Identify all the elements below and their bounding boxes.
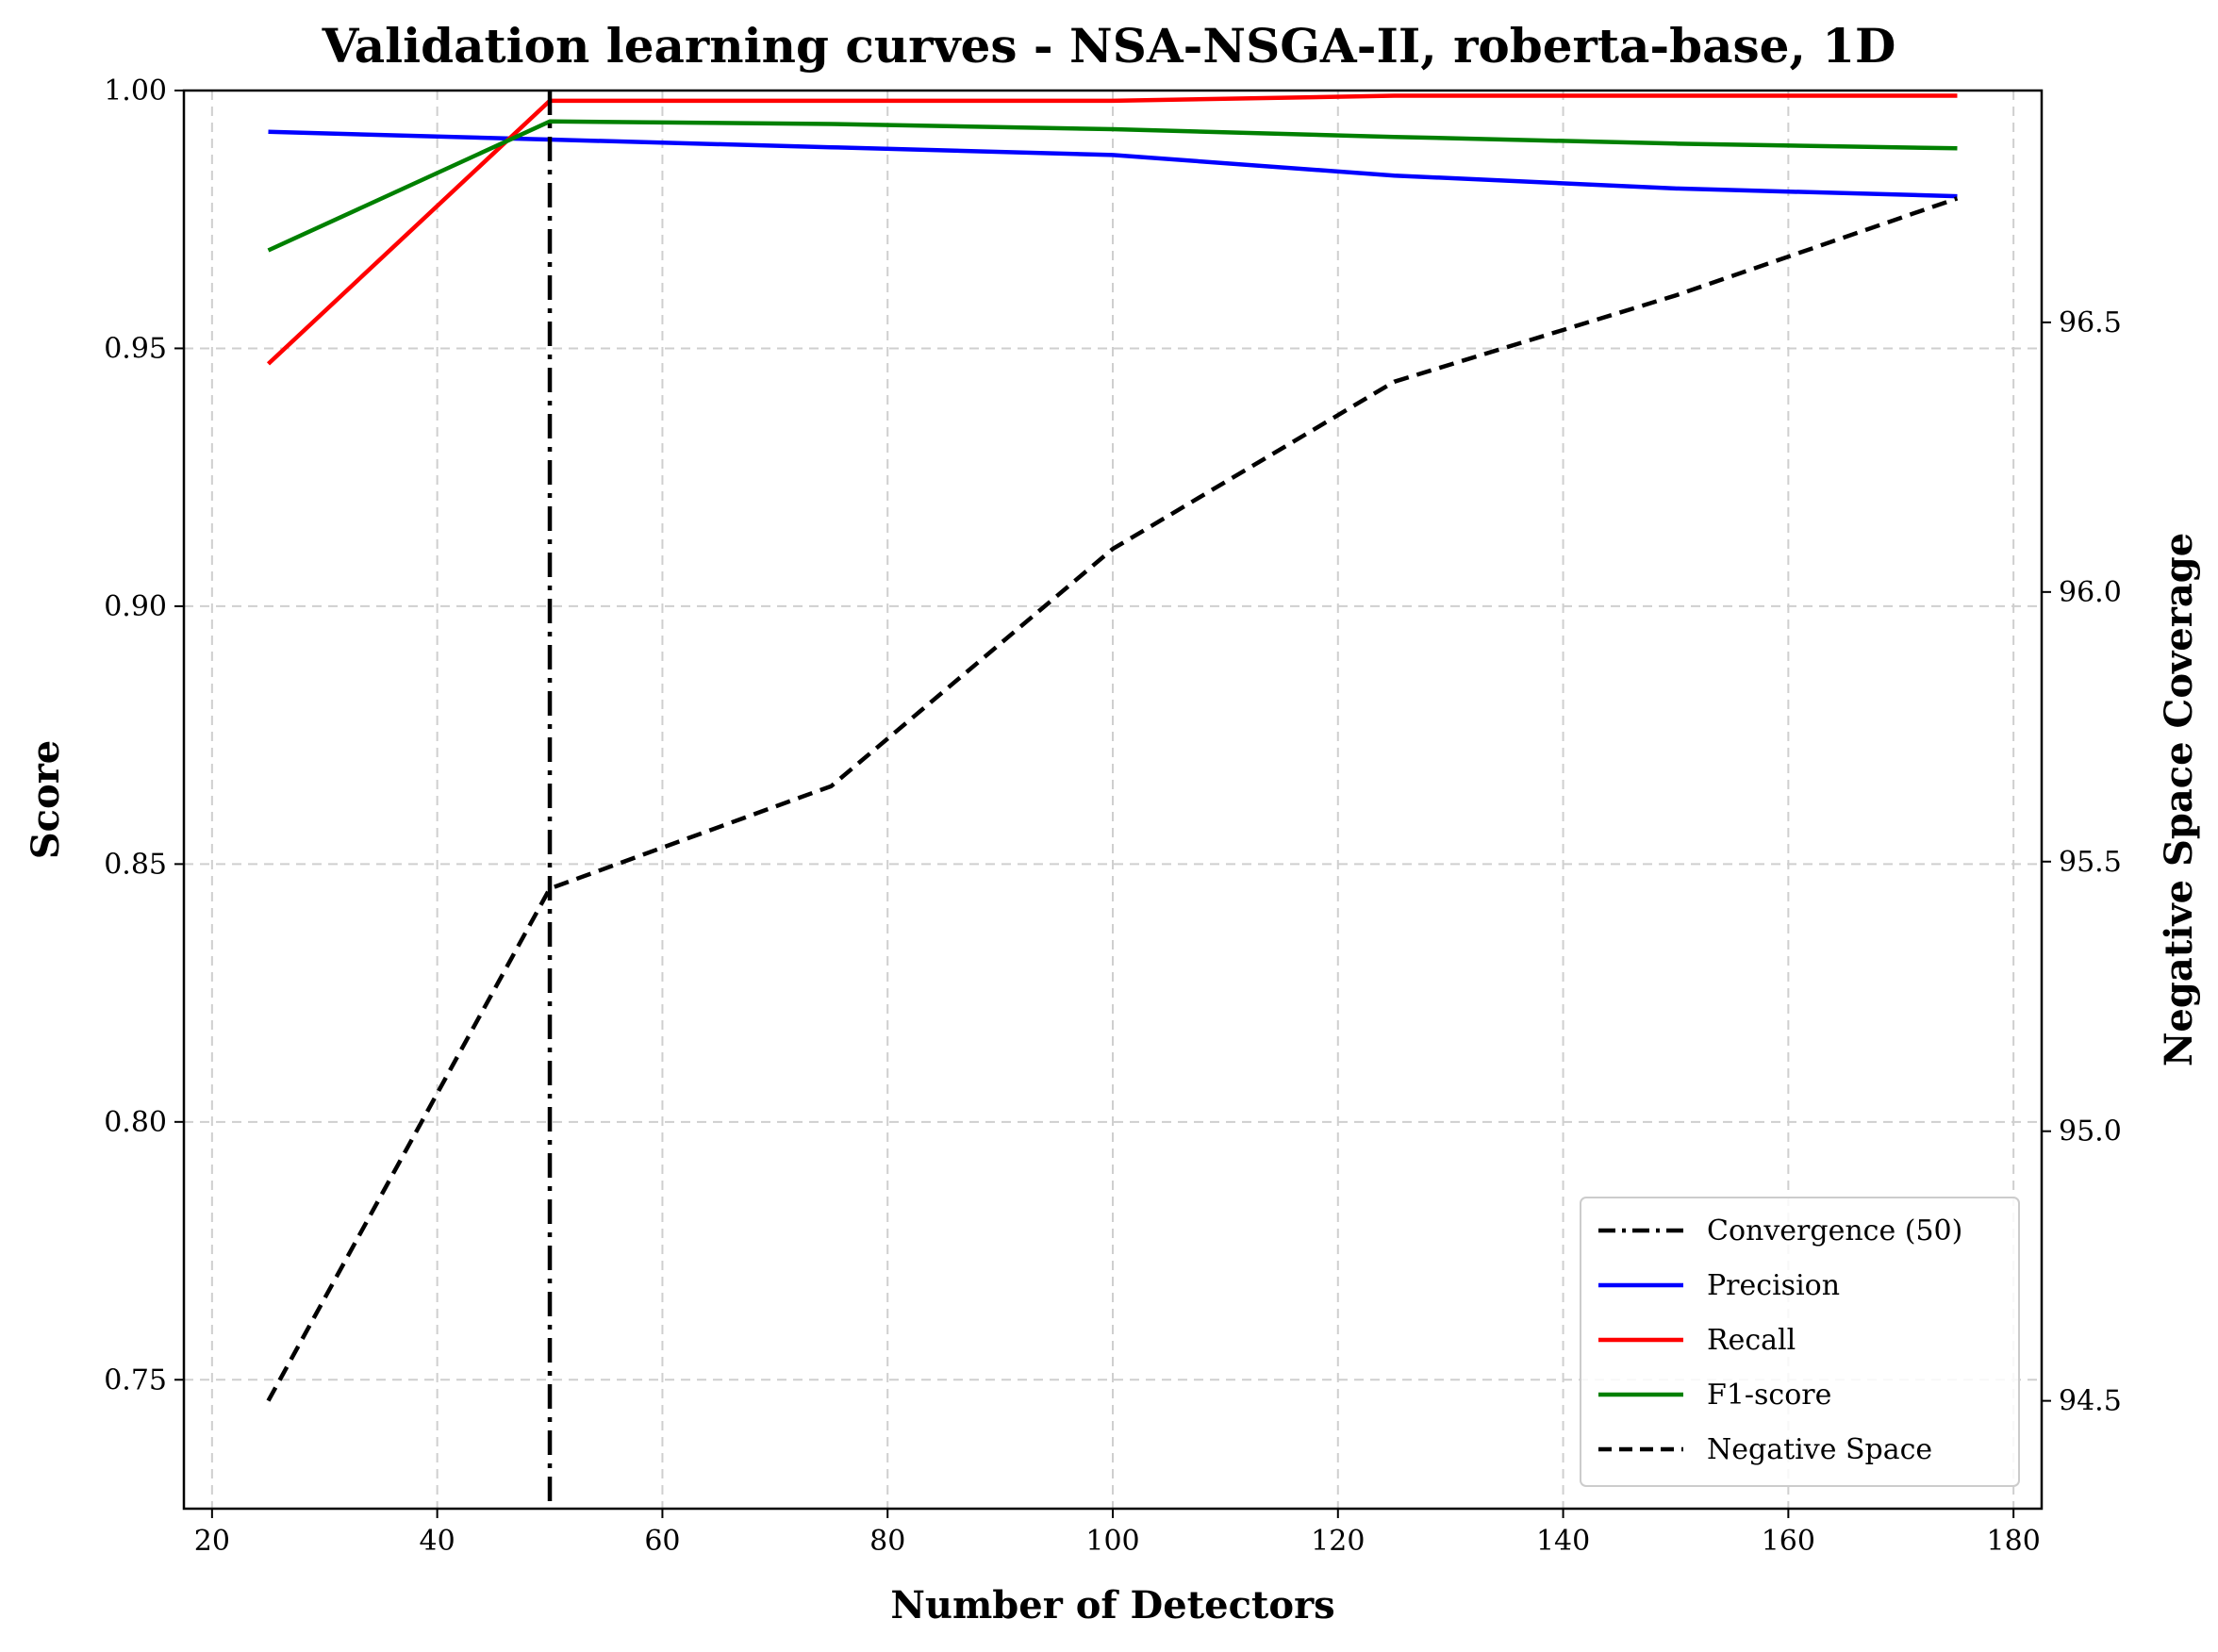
y-axis-right-label: Negative Space Coverage — [2157, 533, 2201, 1066]
x-tick-label: 20 — [194, 1525, 230, 1558]
y-tick-label: 0.85 — [104, 848, 167, 881]
y-axis-right: 94.5 95.0 95.5 96.0 96.5 — [2042, 306, 2122, 1418]
y-axis-label: Score — [24, 740, 68, 859]
y-tick-label: 0.90 — [104, 590, 167, 623]
series-line-negative-space — [266, 196, 1959, 1402]
x-axis: 20 40 60 80 100 120 140 160 180 — [194, 1509, 2041, 1558]
x-tick-label: 60 — [644, 1525, 680, 1558]
y-right-tick-label: 96.0 — [2059, 576, 2122, 609]
y-right-tick-label: 95.5 — [2059, 846, 2122, 879]
x-tick-label: 120 — [1311, 1525, 1365, 1558]
x-tick-label: 160 — [1762, 1525, 1815, 1558]
chart-title: Validation learning curves - NSA-NSGA-II… — [322, 18, 1896, 74]
y-axis-left: 0.75 0.80 0.85 0.90 0.95 1.00 — [104, 74, 184, 1396]
legend: Convergence (50) Precision Recall F1-score N… — [1580, 1197, 2020, 1487]
x-tick-label: 180 — [1987, 1525, 2041, 1558]
series-line-f1-score — [267, 119, 1958, 253]
legend-label-f1-score: F1-score — [1707, 1379, 1831, 1412]
x-tick-label: 100 — [1085, 1525, 1139, 1558]
x-tick-label: 80 — [869, 1525, 905, 1558]
x-tick-label: 40 — [420, 1525, 455, 1558]
y-right-tick-label: 96.5 — [2059, 306, 2122, 339]
y-right-tick-label: 95.0 — [2059, 1115, 2122, 1148]
y-tick-label: 1.00 — [104, 74, 167, 107]
grid — [184, 90, 2042, 1509]
legend-label-convergence-50: Convergence (50) — [1707, 1214, 1962, 1247]
x-axis-label: Number of Detectors — [890, 1583, 1334, 1627]
legend-box — [1580, 1197, 2020, 1487]
x-tick-label: 140 — [1536, 1525, 1590, 1558]
y-right-tick-label: 94.5 — [2059, 1385, 2122, 1418]
plot-series — [266, 91, 1959, 1509]
y-tick-label: 0.95 — [104, 332, 167, 365]
y-tick-label: 0.75 — [104, 1363, 167, 1396]
y-tick-label: 0.80 — [104, 1106, 167, 1139]
legend-label-precision: Precision — [1707, 1269, 1840, 1302]
legend-label-recall: Recall — [1707, 1324, 1796, 1357]
legend-label-negative-space: Negative Space — [1707, 1433, 1932, 1466]
